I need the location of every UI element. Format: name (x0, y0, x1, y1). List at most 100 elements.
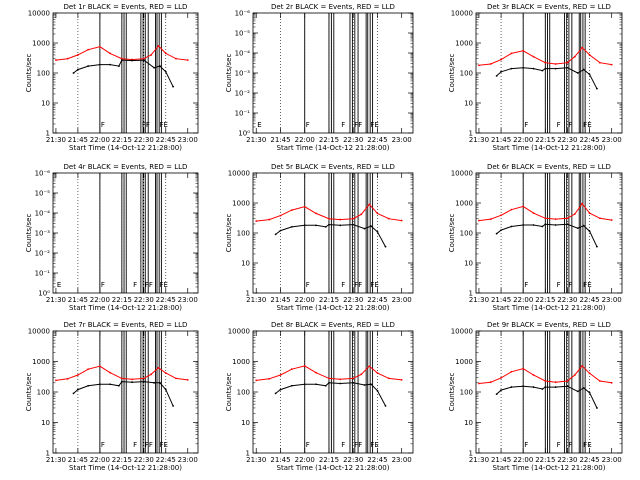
events-data-point (384, 245, 387, 248)
flag-label: F (568, 121, 572, 129)
lld-data-point (500, 214, 502, 217)
events-series-line (275, 224, 386, 247)
y-tick-label: 1 (469, 130, 473, 138)
lld-data-point (566, 61, 569, 64)
flag-label: F (557, 441, 561, 449)
events-data-point (131, 59, 133, 62)
y-tick-label: 10000 (28, 328, 50, 336)
events-data-point (72, 392, 75, 395)
lld-data-point (255, 379, 258, 382)
panel-5r: Det 5r BLACK = Events, RED = LLD 1 10 100 10… (225, 163, 414, 312)
y-tick-label: 1000 (455, 358, 473, 366)
events-data-point (495, 232, 498, 235)
events-data-point (324, 384, 327, 387)
events-data-point (142, 59, 145, 61)
events-data-point (131, 381, 133, 384)
x-tick-label: 22:30 (557, 456, 577, 464)
x-tick-label: 22:00 (90, 456, 110, 464)
events-data-point (274, 392, 277, 395)
x-tick-label: 23:00 (392, 136, 412, 144)
lld-data-point (532, 374, 535, 376)
x-tick-label: 22:30 (134, 296, 154, 304)
x-tick-label: 22:15 (535, 456, 555, 464)
y-axis-label: Counts/sec (25, 214, 33, 253)
flag-label: F (133, 281, 137, 289)
lld-data-point (598, 217, 601, 220)
lld-series-line (256, 203, 402, 222)
events-data-point (76, 388, 79, 391)
lld-data-point (142, 57, 145, 60)
x-tick-label: 22:30 (134, 456, 154, 464)
x-tick-label: 22:15 (112, 456, 132, 464)
lld-data-point (55, 59, 57, 61)
lld-data-point (328, 377, 330, 380)
events-data-point (522, 385, 525, 388)
x-tick-label: 22:00 (90, 296, 110, 304)
flag-label: FF (354, 441, 362, 449)
x-axis-label: Start Time (14-Oct-12 21:28:00) (277, 304, 390, 312)
x-tick-label: 22:15 (319, 296, 339, 304)
panel-title: Det 6r BLACK = Events, RED = LLD (487, 163, 611, 171)
events-data-point (290, 384, 293, 387)
x-tick-label: 21:45 (491, 136, 511, 144)
lld-data-point (157, 45, 160, 47)
lld-data-point (290, 209, 293, 211)
events-data-point (370, 225, 372, 227)
events-data-point (495, 393, 498, 396)
y-tick-label: 1 (46, 130, 50, 138)
lld-data-point (610, 381, 613, 384)
x-tick-label: 21:45 (270, 136, 290, 144)
x-tick-label: 22:00 (513, 136, 533, 144)
lld-data-point (150, 373, 153, 376)
y-tick-label: 10⁻³ (35, 230, 51, 238)
events-data-point (118, 384, 120, 387)
lld-data-point (544, 61, 547, 64)
events-data-point (98, 383, 101, 386)
flag-label: F (341, 121, 345, 129)
panel-title: Det 8r BLACK = Events, RED = LLD (271, 321, 395, 329)
plot-frame (52, 172, 199, 294)
x-axis-label: Start Time (14-Oct-12 21:28:00) (69, 464, 182, 472)
panel-3r: Det 3r BLACK = Events, RED = LLD 1 10 100 10… (448, 3, 623, 152)
x-tick-label: 22:45 (579, 136, 599, 144)
lld-data-point (522, 205, 525, 208)
x-tick-label: 22:30 (557, 296, 577, 304)
y-tick-label: 10⁻⁵ (235, 30, 251, 38)
y-tick-label: 10⁻² (35, 250, 51, 258)
flag-label: FE (159, 121, 167, 129)
panel-title: Det 3r BLACK = Events, RED = LLD (487, 3, 611, 11)
x-tick-label: 21:30 (246, 136, 266, 144)
events-data-point (510, 386, 513, 388)
events-data-point (554, 67, 557, 70)
lld-data-point (76, 54, 79, 56)
events-data-point (315, 383, 317, 386)
lld-data-point (157, 366, 160, 369)
flag-label: FF (145, 281, 153, 289)
y-tick-label: 10⁻⁵ (35, 190, 51, 198)
lld-data-point (400, 219, 403, 222)
x-tick-label: 21:30 (46, 456, 66, 464)
x-tick-label: 23:00 (392, 296, 412, 304)
lld-data-point (510, 208, 513, 211)
y-tick-label: 10⁻³ (235, 70, 251, 78)
y-tick-label: 10⁰ (38, 290, 50, 298)
lld-data-point (489, 63, 492, 65)
events-data-point (495, 75, 498, 77)
panel-9r: Det 9r BLACK = Events, RED = LLD 1 10 100 10… (448, 321, 623, 472)
y-tick-label: 10 (241, 419, 250, 427)
events-data-point (164, 70, 167, 73)
events-data-point (109, 383, 112, 386)
flag-label: FF (142, 121, 150, 129)
lld-data-point (109, 52, 112, 55)
y-tick-label: 10⁻⁶ (235, 10, 251, 18)
lld-data-point (303, 205, 306, 208)
x-tick-label: 21:30 (469, 136, 489, 144)
x-tick-label: 21:45 (270, 296, 290, 304)
events-data-point (544, 386, 547, 388)
events-data-point (596, 407, 598, 409)
y-tick-label: 10000 (228, 328, 250, 336)
x-tick-label: 23:00 (178, 456, 198, 464)
flag-label: F (557, 121, 561, 129)
x-tick-label: 23:00 (602, 296, 622, 304)
lld-data-point (478, 219, 480, 222)
